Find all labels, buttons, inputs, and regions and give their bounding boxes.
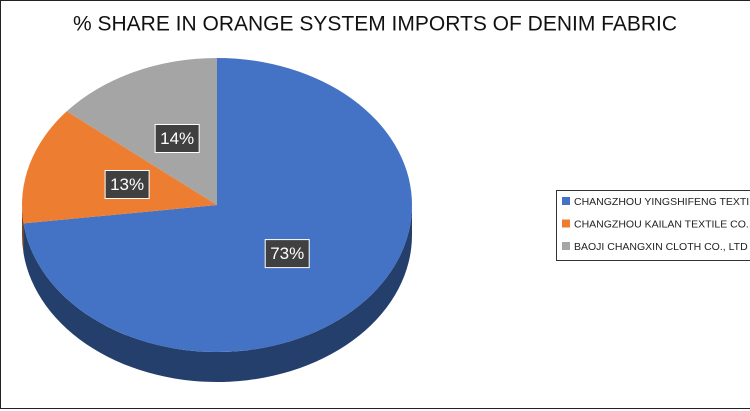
slice-label: 13% bbox=[110, 175, 144, 194]
slice-side bbox=[23, 205, 413, 383]
label-box bbox=[154, 123, 200, 153]
slice bbox=[21, 111, 217, 224]
legend: CHANGZHOU YINGSHIFENG TEXTILE CHANGZHOU K… bbox=[556, 190, 750, 261]
slice-side bbox=[22, 205, 24, 254]
slice bbox=[23, 58, 412, 352]
legend-label: BAOJI CHANGXIN CLOTH CO., LTD bbox=[574, 241, 748, 253]
legend-label: CHANGZHOU YINGSHIFENG TEXTILE bbox=[574, 196, 750, 208]
slice-label: 73% bbox=[270, 244, 304, 263]
pie: 73% 13% 14% bbox=[21, 58, 413, 383]
legend-swatch bbox=[562, 219, 570, 228]
legend-box bbox=[556, 190, 750, 261]
label-box bbox=[104, 169, 150, 199]
slice-label: 14% bbox=[160, 129, 194, 148]
slice bbox=[66, 58, 218, 205]
legend-label: CHANGZHOU KAILAN TEXTILE CO.,LT bbox=[574, 218, 750, 230]
chart-title: % SHARE IN ORANGE SYSTEM IMPORTS OF DENI… bbox=[73, 13, 677, 36]
label-box bbox=[264, 239, 310, 269]
legend-swatch bbox=[562, 242, 570, 250]
legend-swatch bbox=[562, 197, 570, 205]
